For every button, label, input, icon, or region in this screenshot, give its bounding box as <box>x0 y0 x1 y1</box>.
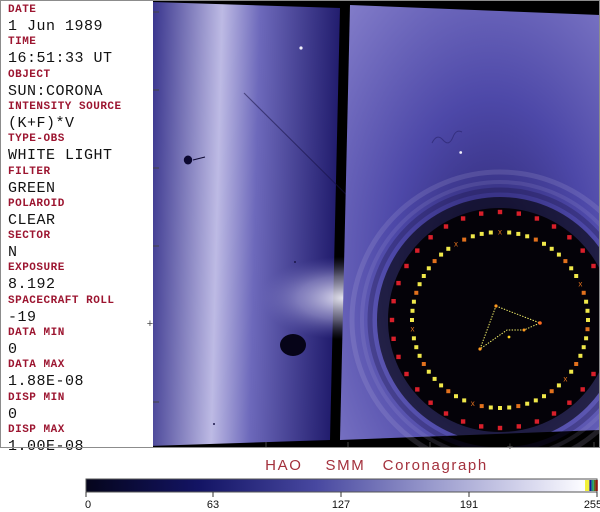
svg-text:127: 127 <box>332 499 350 511</box>
svg-text:0: 0 <box>85 499 91 511</box>
svg-text:63: 63 <box>207 499 219 511</box>
svg-text:255: 255 <box>584 499 600 511</box>
svg-text:191: 191 <box>460 499 478 511</box>
